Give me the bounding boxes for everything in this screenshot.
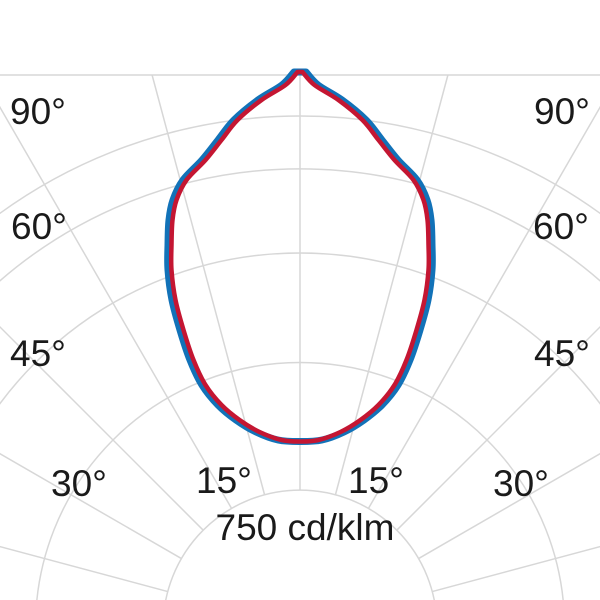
- svg-text:60°: 60°: [533, 206, 589, 247]
- svg-text:15°: 15°: [196, 460, 252, 501]
- svg-text:30°: 30°: [493, 463, 549, 504]
- svg-text:30°: 30°: [51, 463, 107, 504]
- svg-text:60°: 60°: [11, 206, 67, 247]
- svg-text:90°: 90°: [10, 91, 66, 132]
- svg-text:15°: 15°: [348, 460, 404, 501]
- svg-text:750 cd/klm: 750 cd/klm: [216, 507, 395, 548]
- svg-text:45°: 45°: [10, 333, 66, 374]
- svg-text:90°: 90°: [534, 91, 590, 132]
- svg-text:45°: 45°: [534, 333, 590, 374]
